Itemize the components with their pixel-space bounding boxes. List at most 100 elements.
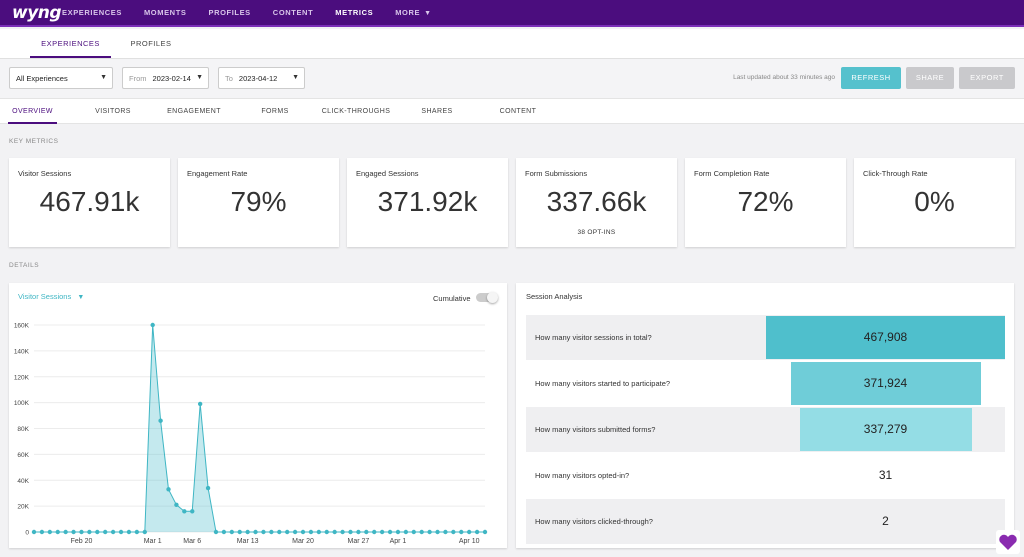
data-point [474, 529, 480, 535]
data-point [466, 529, 472, 535]
top-nav: wyng EXPERIENCES MOMENTS PROFILES CONTEN… [0, 0, 1024, 27]
tab-overview[interactable]: OVERVIEW [8, 99, 57, 124]
refresh-button[interactable]: REFRESH [841, 67, 901, 89]
data-point [126, 529, 132, 535]
metric-card-value: 72% [737, 186, 794, 217]
data-point [197, 401, 203, 407]
metric-card-title: Visitor Sessions [18, 169, 72, 178]
data-point [308, 529, 314, 535]
data-point [300, 529, 306, 535]
x-tick-label: Mar 13 [237, 538, 259, 545]
export-button[interactable]: EXPORT [959, 67, 1015, 89]
analysis-question: How many visitors clicked-through? [535, 517, 653, 526]
data-point [332, 529, 337, 535]
metric-card-form-completion-rate: Form Completion Rate 72% [685, 158, 846, 247]
data-point [150, 322, 155, 328]
tab-profiles[interactable]: PROFILES [130, 39, 172, 48]
metric-dropdown[interactable]: Visitor Sessions ▼ [18, 292, 84, 301]
chevron-down-icon: ▼ [77, 294, 85, 301]
key-metrics-heading: KEY METRICS [9, 138, 59, 145]
data-point [182, 509, 187, 514]
data-point [79, 529, 84, 535]
y-tick-label: 140K [14, 348, 30, 355]
nav-content[interactable]: CONTENT [272, 8, 314, 17]
from-date-select[interactable]: From 2023-02-14 ▼ [122, 67, 209, 89]
data-point [292, 529, 298, 535]
y-tick-label: 120K [14, 374, 30, 381]
data-point [348, 529, 353, 535]
data-point [221, 529, 227, 535]
data-point [55, 529, 60, 535]
metric-card-engaged-sessions: Engaged Sessions 371.92k [347, 158, 508, 247]
tab-content[interactable]: CONTENT [499, 108, 537, 115]
data-point [411, 529, 416, 535]
y-tick-label: 160K [14, 323, 30, 330]
tab-shares[interactable]: SHARES [421, 108, 453, 115]
nav-moments[interactable]: MOMENTS [143, 8, 187, 17]
to-label: To [225, 73, 233, 83]
last-updated-text: Last updated about 33 minutes ago [733, 74, 835, 81]
nav-profiles[interactable]: PROFILES [208, 8, 251, 17]
experience-select[interactable]: All Experiences ▼ [9, 67, 113, 89]
x-tick-label: Mar 20 [292, 538, 314, 545]
data-point [379, 529, 385, 535]
analysis-question: How many visitor sessions in total? [535, 333, 652, 342]
toggle-knob [487, 292, 498, 303]
chevron-down-icon: ▼ [424, 10, 432, 17]
nav-experiences[interactable]: EXPERIENCES [62, 8, 122, 17]
data-point [269, 529, 274, 535]
tab-experiences[interactable]: EXPERIENCES [30, 29, 111, 58]
analysis-question: How many visitors submitted forms? [535, 425, 656, 434]
y-tick-label: 60K [17, 452, 29, 459]
x-tick-label: Mar 1 [144, 538, 162, 545]
nav-metrics[interactable]: METRICS [335, 8, 374, 17]
analysis-row-opted-in: How many visitors opted-in? 31 [526, 453, 1005, 498]
share-button[interactable]: SHARE [906, 67, 954, 89]
session-analysis-title: Session Analysis [526, 292, 583, 301]
chevron-down-icon: ▼ [196, 74, 203, 81]
analysis-value: 467,908 [863, 330, 908, 344]
data-point [403, 529, 409, 535]
filter-bar: All Experiences ▼ From 2023-02-14 ▼ To 2… [0, 58, 1024, 98]
wyng-logo[interactable]: wyng [12, 2, 62, 23]
data-point [174, 502, 179, 508]
to-date-select[interactable]: To 2023-04-12 ▼ [218, 67, 305, 89]
data-point [435, 529, 440, 535]
cumulative-label: Cumulative [433, 294, 471, 303]
data-point [63, 529, 68, 535]
details-heading: DETAILS [9, 262, 40, 269]
metric-card-form-submissions: Form Submissions 337.66k 38 OPT-INS [516, 158, 677, 247]
data-point [253, 529, 258, 535]
nav-more-label: MORE [395, 8, 421, 17]
x-tick-label: Mar 6 [183, 538, 201, 545]
analysis-row-participated: How many visitors started to participate… [526, 361, 1005, 406]
metric-card-engagement-rate: Engagement Rate 79% [178, 158, 339, 247]
data-point [71, 529, 76, 535]
y-tick-label: 100K [14, 400, 30, 407]
tab-click-throughs[interactable]: CLICK-THROUGHS [321, 108, 391, 115]
tab-engagement[interactable]: ENGAGEMENT [167, 108, 221, 115]
metric-card-click-through-rate: Click-Through Rate 0% [854, 158, 1015, 247]
tab-visitors[interactable]: VISITORS [95, 108, 131, 115]
funnel-bar [799, 408, 972, 451]
help-widget-icon[interactable] [996, 530, 1020, 554]
tab-forms[interactable]: FORMS [261, 108, 289, 115]
x-tick-label: Mar 27 [348, 538, 370, 545]
data-point [142, 529, 147, 535]
x-tick-label: Apr 1 [390, 538, 407, 545]
data-point [190, 509, 195, 514]
analysis-row-sessions: How many visitor sessions in total? 467,… [526, 315, 1005, 360]
experience-select-value: All Experiences [16, 73, 68, 83]
nav-more[interactable]: MORE ▼ [395, 8, 431, 17]
data-point [47, 529, 53, 535]
metric-card-title: Engagement Rate [187, 169, 248, 178]
analysis-value: 371,924 [863, 376, 908, 390]
metric-card-visitor-sessions: Visitor Sessions 467.91k [9, 158, 170, 247]
metric-dropdown-label: Visitor Sessions [18, 292, 72, 301]
visitor-sessions-chart-panel: Visitor Sessions ▼ Cumulative 0 20K 40K 60K… [9, 283, 507, 548]
data-point [118, 529, 124, 535]
analysis-row-forms: How many visitors submitted forms? 337,2… [526, 407, 1005, 452]
metric-card-title: Click-Through Rate [863, 169, 928, 178]
data-point [237, 529, 242, 535]
cumulative-toggle[interactable] [476, 292, 498, 303]
